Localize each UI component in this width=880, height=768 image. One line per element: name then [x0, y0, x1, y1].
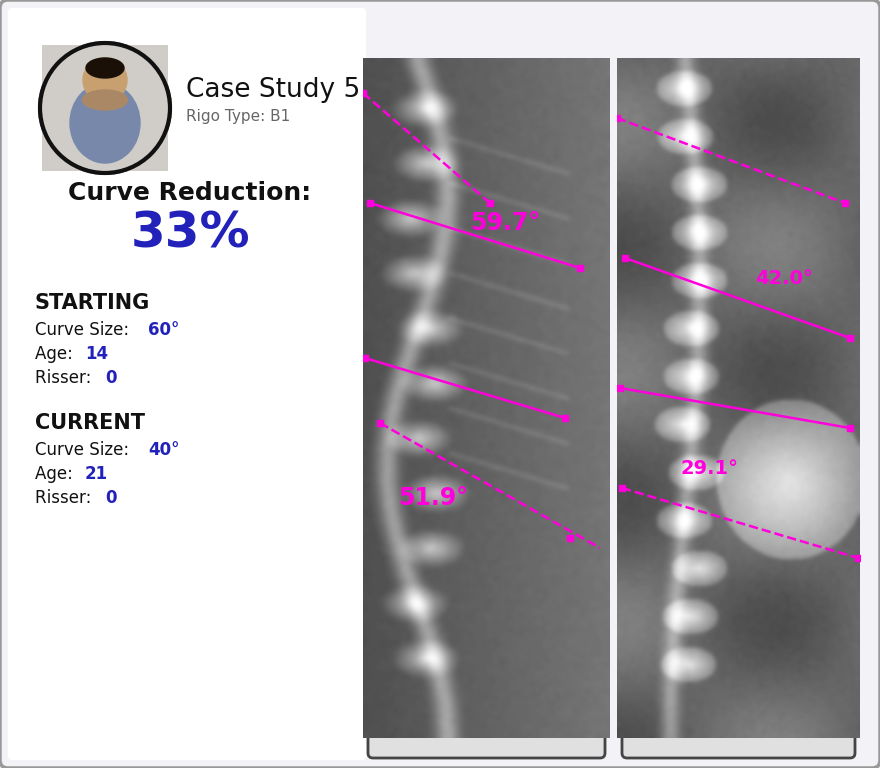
Circle shape	[40, 43, 170, 173]
Circle shape	[83, 58, 127, 102]
Text: Case Study 5: Case Study 5	[186, 77, 360, 103]
Text: CURRENT: CURRENT	[35, 413, 145, 433]
FancyBboxPatch shape	[42, 45, 168, 171]
Ellipse shape	[86, 58, 124, 78]
Text: Rigo Type: B1: Rigo Type: B1	[186, 108, 290, 124]
Text: 40°: 40°	[148, 441, 180, 459]
Text: 51.9°: 51.9°	[398, 486, 468, 510]
Circle shape	[38, 41, 172, 175]
Text: BEFORE: BEFORE	[434, 717, 539, 741]
FancyBboxPatch shape	[368, 700, 605, 758]
Text: Curve Size:: Curve Size:	[35, 321, 135, 339]
Text: 21: 21	[85, 465, 108, 483]
Text: 60°: 60°	[148, 321, 180, 339]
Text: Risser:: Risser:	[35, 369, 97, 387]
Text: 14: 14	[85, 345, 108, 363]
Ellipse shape	[70, 83, 140, 163]
Text: 59.7°: 59.7°	[470, 211, 540, 235]
FancyBboxPatch shape	[8, 8, 366, 760]
FancyBboxPatch shape	[622, 700, 855, 758]
Text: 0: 0	[105, 489, 116, 507]
Text: Risser:: Risser:	[35, 489, 97, 507]
Text: Age:: Age:	[35, 465, 78, 483]
Text: STARTING: STARTING	[35, 293, 150, 313]
Text: 33%: 33%	[130, 209, 250, 257]
Text: Curve Size:: Curve Size:	[35, 441, 135, 459]
Ellipse shape	[83, 90, 128, 110]
Text: 42.0°: 42.0°	[755, 269, 813, 287]
Text: 29.1°: 29.1°	[680, 458, 738, 478]
Text: Curve Reduction:: Curve Reduction:	[69, 181, 312, 205]
Text: Age:: Age:	[35, 345, 78, 363]
Text: AFTER: AFTER	[696, 717, 781, 741]
Text: 0: 0	[105, 369, 116, 387]
